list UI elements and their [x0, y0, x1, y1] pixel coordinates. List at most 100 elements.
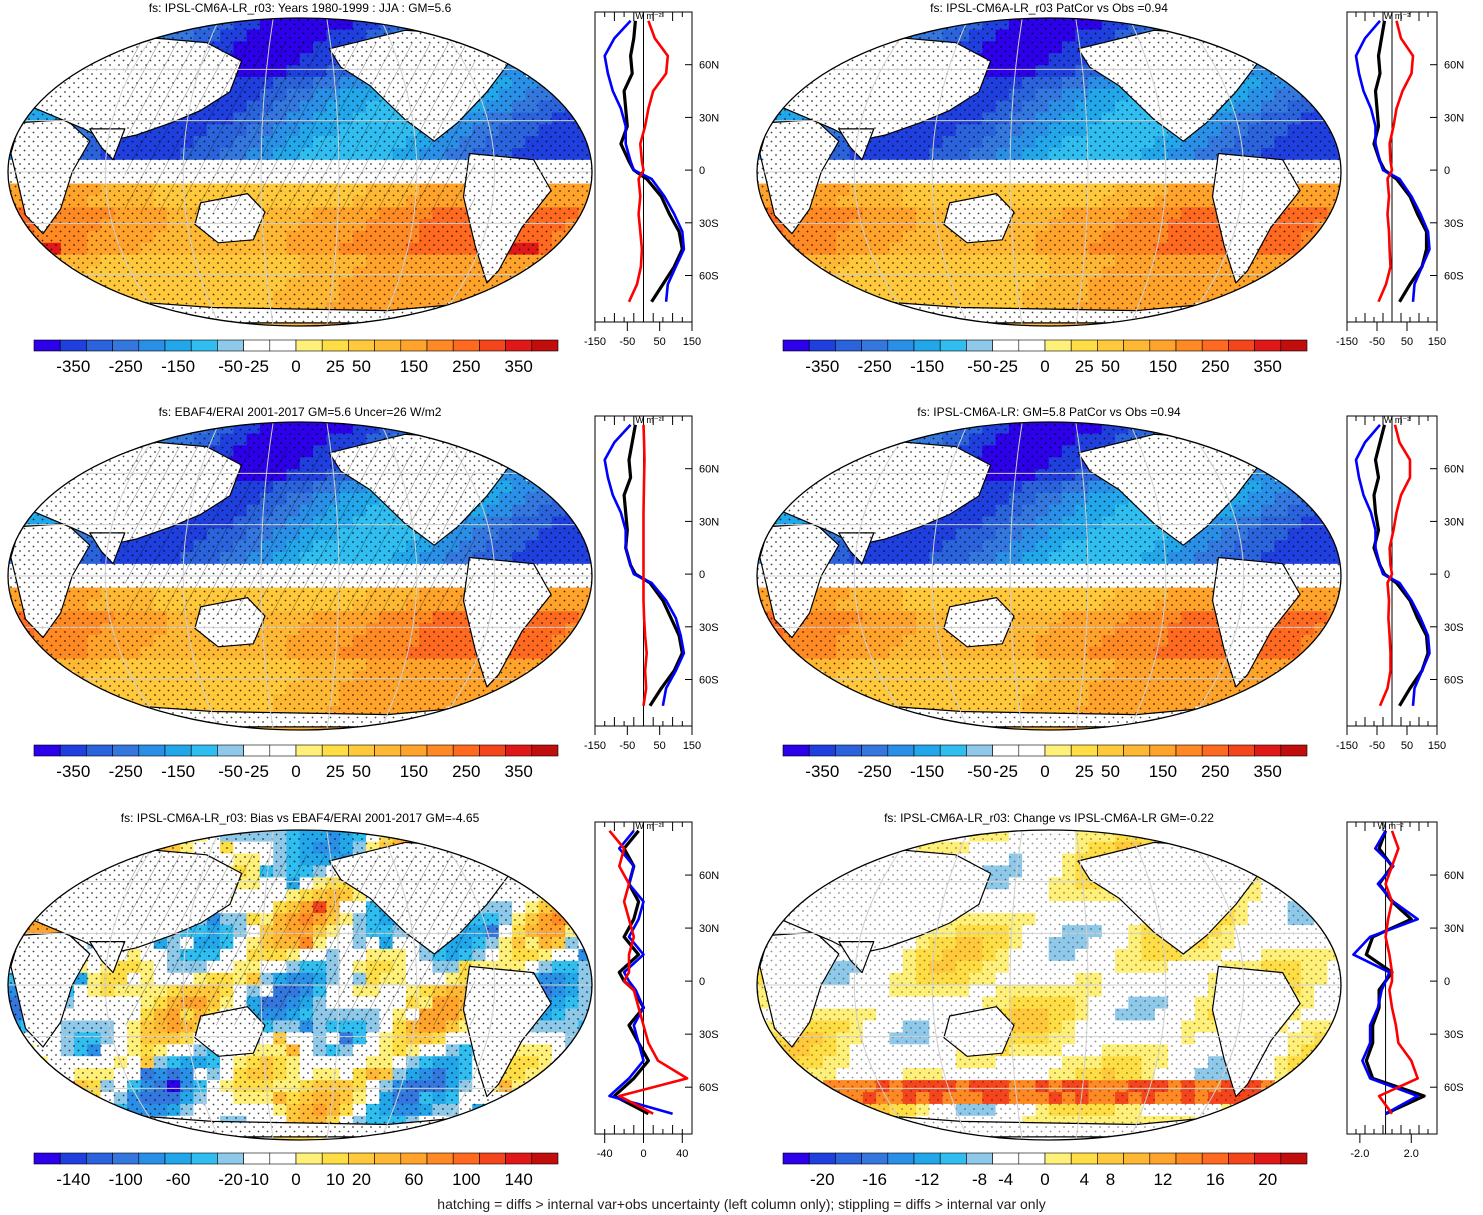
colorbar-bin [835, 1152, 862, 1165]
colorbar-bin [112, 339, 140, 352]
profile-lat-label: 30N [1444, 516, 1464, 528]
colorbar-bin [164, 339, 192, 352]
panel-title: fs: EBAF4/ERAI 2001-2017 GM=5.6 Uncer=26… [159, 405, 442, 419]
colorbar-bin [966, 744, 993, 757]
colorbar-bin [1097, 1152, 1124, 1165]
colorbar-bin [321, 339, 349, 352]
colorbar-bin [217, 1152, 244, 1165]
colorbar-label: 150 [400, 762, 428, 781]
colorbar-bin [1201, 744, 1229, 757]
hatching-overlay [124, 854, 476, 1026]
colorbar-bin [295, 1152, 323, 1165]
colorbar-bin [138, 339, 166, 352]
colorbar-6: -20 -16 -12 -8 -4 0 4 8 12 16 20 [782, 1152, 1308, 1189]
profile-lat-label: 30N [699, 516, 719, 528]
profile-xtick-label: -50 [619, 740, 635, 752]
colorbar-bin [1175, 744, 1203, 757]
colorbar-label: 140 [505, 1170, 533, 1189]
colorbar-bin [269, 1152, 297, 1165]
colorbar-bin [1070, 744, 1098, 757]
colorbar-bin [1123, 339, 1151, 352]
colorbar-bin [321, 744, 349, 757]
colorbar-bin [782, 339, 810, 352]
map-panel-5 [7, 829, 593, 1141]
profile-series-line [1378, 424, 1412, 707]
colorbar-bin [452, 1152, 480, 1165]
colorbar-bin [1044, 339, 1072, 352]
colorbar-bin [86, 1152, 113, 1165]
profile-lat-label: 30S [699, 218, 719, 230]
profile-lat-label: 30S [1444, 1029, 1464, 1041]
graticule [757, 830, 1341, 1140]
profile-lat-label: 60S [699, 1082, 719, 1094]
map-panel-2 [756, 17, 1342, 327]
colorbar-label: -60 [166, 1170, 191, 1189]
colorbar-label: -25 [244, 762, 269, 781]
hatching-overlay [124, 446, 476, 617]
colorbar-label: 0 [1040, 762, 1049, 781]
map-panel-3 [7, 421, 593, 731]
colorbar-bin [992, 339, 1020, 352]
colorbar-bin [479, 339, 506, 352]
colorbar-label: 350 [1254, 762, 1282, 781]
colorbar-label: 25 [326, 357, 345, 376]
colorbar-bin [1175, 1152, 1203, 1165]
colorbar-label: 250 [1201, 762, 1229, 781]
colorbar-label: -25 [993, 357, 1018, 376]
footer-caption: hatching = diffs > internal var+obs unce… [437, 1196, 1046, 1212]
colorbar-bin [913, 744, 941, 757]
map-panel-4 [756, 421, 1342, 731]
profile-unit-label: W m⁻² [635, 415, 661, 425]
profile-xtick-label: -50 [1369, 740, 1385, 752]
colorbar-bin [400, 1152, 428, 1165]
colorbar-bin [1149, 744, 1177, 757]
graticule [757, 18, 1341, 326]
colorbar-label: 250 [1201, 357, 1229, 376]
colorbar-label: 350 [505, 762, 533, 781]
colorbar-label: 150 [1149, 762, 1177, 781]
colorbar-bin [1044, 744, 1072, 757]
colorbar-bin [505, 1152, 533, 1165]
colorbar-bin [1175, 339, 1203, 352]
graticule [8, 830, 592, 1140]
profile-xtick-label: 0 [640, 1148, 646, 1160]
colorbar-label: -50 [967, 357, 992, 376]
colorbar-bin [190, 744, 218, 757]
colorbar-bin [86, 339, 113, 352]
colorbar-label: 0 [291, 762, 300, 781]
colorbar-label: -16 [862, 1170, 887, 1189]
colorbar-label: 0 [291, 1170, 300, 1189]
colorbar-bin [835, 744, 862, 757]
colorbar-label: -350 [56, 762, 90, 781]
profile-lat-label: 30N [699, 923, 719, 935]
colorbar-label: -50 [967, 762, 992, 781]
colorbar-bin [86, 744, 113, 757]
colorbar-label: -10 [244, 1170, 269, 1189]
profile-xtick-label: -50 [1369, 336, 1385, 348]
profile-xtick-label: 150 [1428, 740, 1446, 752]
profile-xtick-label: 50 [654, 336, 666, 348]
colorbar-bin [992, 1152, 1020, 1165]
zonal-profile-6: W m⁻² -2.0 2.0 60N 30N 0 30S 60S [1346, 821, 1464, 1160]
colorbar-bin [1228, 1152, 1255, 1165]
profile-xtick-label: 150 [683, 336, 701, 348]
colorbar-bin [59, 1152, 87, 1165]
colorbar-bin [1097, 339, 1124, 352]
profile-xtick-label: -50 [619, 336, 635, 348]
zonal-profile-1: W m⁻² -150 -50 50 150 60N 30N 0 30S 60S [584, 11, 719, 348]
colorbar-label: 250 [452, 357, 480, 376]
colorbar-bin [861, 1152, 889, 1165]
colorbar-bin [808, 1152, 836, 1165]
colorbar-bin [374, 1152, 402, 1165]
colorbar-bin [374, 339, 402, 352]
colorbar-bin [479, 744, 506, 757]
colorbar-bin [782, 1152, 810, 1165]
colorbar-bin [1097, 744, 1124, 757]
colorbar-label: -150 [161, 762, 195, 781]
profile-xtick-label: -150 [1336, 740, 1358, 752]
colorbar-bin [966, 339, 993, 352]
profile-xtick-label: 2.0 [1404, 1148, 1419, 1160]
profile-xtick-label: 50 [654, 740, 666, 752]
profile-series-line [603, 19, 686, 302]
